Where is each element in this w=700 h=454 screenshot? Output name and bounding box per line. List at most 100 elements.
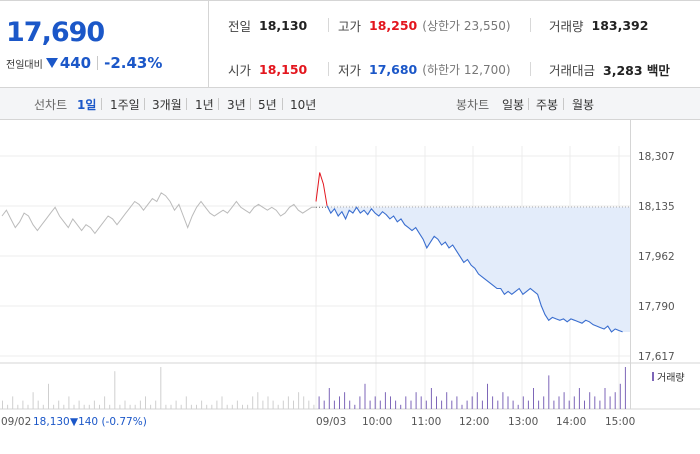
volume-bar (430, 388, 432, 409)
volume-bar (180, 404, 182, 409)
volume-bar (196, 404, 197, 409)
volume-bar (99, 404, 100, 409)
volume-bar (390, 396, 391, 409)
volume-bar (533, 388, 534, 409)
period-10y-tab[interactable]: 10년 (290, 98, 317, 112)
volume-bar (517, 404, 519, 409)
period-3y-tab[interactable]: 3년 (227, 98, 246, 112)
volume-bar (573, 396, 575, 409)
period-5y-tab[interactable]: 5년 (258, 98, 277, 112)
change-value: 440 (59, 54, 92, 72)
volume-bar (7, 404, 9, 409)
volume-bar (604, 388, 606, 409)
volume-bar (420, 396, 422, 409)
volume-bar (538, 400, 540, 409)
prev-close-label: 전일 (228, 19, 252, 34)
volume-bar (88, 404, 90, 409)
period-3m-tab[interactable]: 3개월 (152, 98, 182, 112)
volume-value: 183,392 (591, 18, 649, 33)
period-1w-tab[interactable]: 1주일 (110, 98, 140, 112)
volume-bar (190, 404, 192, 409)
volume-bar (563, 392, 565, 409)
price-up-line (315, 172, 328, 206)
volume-bar (614, 392, 616, 409)
volume-bar (211, 404, 213, 409)
volume-bar (231, 404, 233, 409)
volume-bar (354, 404, 356, 409)
volume-legend-label: 거래량 (657, 372, 685, 384)
volume-bar (333, 400, 335, 409)
price-box: 17,690 전일대비 440 -2.43% (0, 1, 209, 87)
volume-bar (497, 400, 499, 409)
volume-bar (185, 396, 187, 409)
volume-bar (78, 400, 80, 409)
y-tick-label: 18,307 (638, 151, 675, 163)
divider (530, 62, 531, 76)
volume-bar (134, 404, 136, 409)
volume-bar (150, 404, 152, 409)
volume-bar (359, 396, 361, 409)
y-tick-label: 17,617 (638, 351, 675, 363)
price-chart[interactable]: 18,307 18,135 17,962 17,790 17,617 거래량 09/02 18… (0, 120, 700, 450)
volume-bar (298, 392, 300, 409)
chart-svg: 18,307 18,135 17,962 17,790 17,617 거래량 09/02 18… (0, 120, 700, 428)
volume-bar (226, 404, 228, 409)
volume-bar (405, 396, 407, 409)
volume-bar (73, 404, 75, 409)
weekly-candle-tab[interactable]: 주봉 (536, 98, 559, 112)
volume-bar (27, 404, 29, 409)
prev-close-stat: 전일 18,130 (228, 16, 307, 35)
y-tick-label: 17,790 (638, 301, 675, 313)
volume-bar (83, 404, 85, 409)
volume-bar (384, 392, 386, 409)
volume-bar (522, 396, 524, 409)
candle-chart-label: 봉차트 (456, 98, 490, 112)
upper-limit: (상한가 23,550) (422, 19, 511, 33)
volume-bar (257, 392, 259, 409)
amount-label: 거래대금 (549, 63, 596, 78)
open-stat: 시가 18,150 (228, 60, 307, 79)
volume-bar (93, 400, 95, 409)
volume-bar (328, 388, 330, 409)
change-rate: -2.43% (104, 54, 163, 72)
monthly-candle-tab[interactable]: 월봉 (572, 98, 595, 112)
volume-bar (543, 396, 545, 409)
volume-bar (104, 396, 106, 409)
x-tick-label: 10:00 (362, 416, 392, 428)
amount-stat: 거래대금 3,283 백만 (549, 60, 670, 79)
x-tick-label: 09/03 (316, 416, 346, 428)
volume-bar (619, 383, 621, 409)
high-label: 고가 (338, 19, 362, 34)
change-label: 전일대비 (6, 59, 43, 71)
prev-day-line (1, 192, 316, 235)
daily-candle-tab[interactable]: 일봉 (502, 98, 525, 112)
volume-bar (395, 400, 397, 409)
volume-bar (369, 400, 371, 409)
volume-bar (236, 400, 238, 409)
volume-bar (42, 404, 44, 409)
volume-bar (262, 400, 264, 409)
high-stat: 고가 18,250 (상한가 23,550) (338, 16, 511, 35)
volume-bar (318, 396, 320, 409)
volume-bar (410, 400, 412, 409)
x-tick-label: 15:00 (605, 416, 635, 428)
volume-bar (68, 396, 70, 409)
volume-bar (165, 404, 167, 409)
volume-bar (32, 392, 34, 409)
volume-bar (175, 400, 177, 409)
period-1d-tab[interactable]: 1일 (77, 98, 97, 112)
volume-bar (155, 400, 157, 409)
volume-bar (339, 396, 340, 409)
volume-bar (129, 404, 131, 409)
volume-bar (58, 400, 60, 409)
volume-bar (492, 396, 494, 409)
period-1y-tab[interactable]: 1년 (195, 98, 214, 112)
y-tick-label: 17,962 (638, 251, 675, 263)
low-stat: 저가 17,680 (하한가 12,700) (338, 60, 511, 79)
volume-bar (568, 400, 570, 409)
volume-bar (456, 396, 458, 409)
volume-bar (527, 400, 529, 409)
volume-bar (502, 392, 504, 409)
volume-bar (114, 371, 116, 409)
open-value: 18,150 (259, 62, 308, 77)
